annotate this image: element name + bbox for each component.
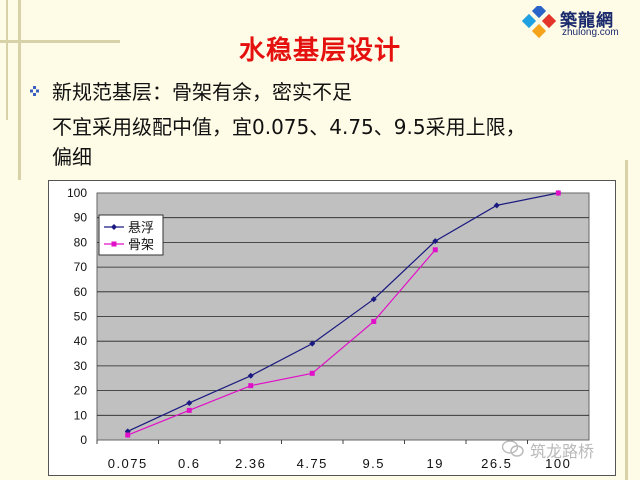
y-tick-label: 100 (67, 186, 87, 200)
series-point-0 (370, 296, 377, 303)
series-point-1 (248, 383, 254, 389)
watermark: 筑龙路桥 (502, 438, 622, 461)
gradation-chart: 0 10 20 30 40 50 60 70 80 90 100 0.075 0.6 2.36 4.75 9.… (67, 186, 590, 471)
series-line-0 (127, 192, 559, 432)
series-point-0 (432, 238, 439, 245)
series-point-1 (432, 247, 438, 253)
legend-label: 骨架 (128, 237, 154, 252)
body-text-line-2: 不宜采用级配中值，宜0.075、4.75、9.5采用上限， (52, 115, 526, 139)
series-point-0 (309, 340, 316, 347)
x-tick-label: 19 (427, 456, 444, 471)
wechat-icon (502, 440, 524, 457)
series-point-1 (186, 407, 192, 413)
decor-vine-right (625, 160, 628, 480)
y-tick-label: 20 (74, 384, 88, 398)
legend-box (98, 214, 164, 256)
diamond-bullet-icon (30, 86, 39, 96)
y-tick-label: 60 (74, 285, 88, 299)
y-tick-label: 90 (74, 211, 88, 225)
x-tick-label: 26.5 (481, 456, 512, 471)
zhulong-logo: 築龍網 zhulong.com (520, 4, 632, 44)
y-tick-label: 0 (80, 433, 87, 447)
slide-title: 水稳基层设计 (238, 36, 401, 66)
legend-marker (111, 241, 117, 247)
legend-label: 悬浮 (128, 220, 154, 235)
decor-vine-left (18, 0, 21, 180)
x-tick-label: 0.075 (108, 456, 148, 471)
logo-text: 築龍網 (560, 11, 614, 31)
series-point-0 (493, 202, 500, 209)
series-point-1 (555, 190, 561, 196)
x-tick-label: 0.6 (178, 456, 201, 471)
series-point-1 (125, 432, 131, 438)
series-line-1 (127, 249, 436, 436)
y-tick-label: 70 (74, 260, 88, 274)
zhulong-logo-icon (522, 6, 556, 39)
y-tick-label: 40 (74, 334, 88, 348)
legend-marker (111, 224, 117, 230)
x-tick-label: 4.75 (297, 456, 328, 471)
decor-vine-left-2 (6, 0, 8, 120)
decor-vine-top (0, 40, 120, 43)
x-tick-label: 2.36 (235, 456, 266, 471)
series-point-1 (309, 370, 315, 376)
x-tick-label: 9.5 (362, 456, 385, 471)
series-point-0 (186, 399, 193, 406)
x-tick-label: 100 (545, 456, 571, 471)
y-tick-label: 50 (74, 310, 88, 324)
body-text-line-3: 偏细 (52, 145, 92, 169)
y-tick-label: 10 (74, 408, 88, 422)
series-point-0 (247, 372, 254, 379)
series-point-1 (371, 318, 377, 324)
chart-frame: 0 10 20 30 40 50 60 70 80 90 100 0.075 0.6 2.36 4.75 9.… (48, 180, 616, 476)
y-tick-label: 30 (74, 359, 88, 373)
watermark-text: 筑龙路桥 (530, 442, 595, 461)
logo-domain: zhulong.com (562, 27, 619, 38)
bullet-text: 新规范基层：骨架有余，密实不足 (52, 80, 352, 104)
y-tick-label: 80 (74, 235, 88, 249)
